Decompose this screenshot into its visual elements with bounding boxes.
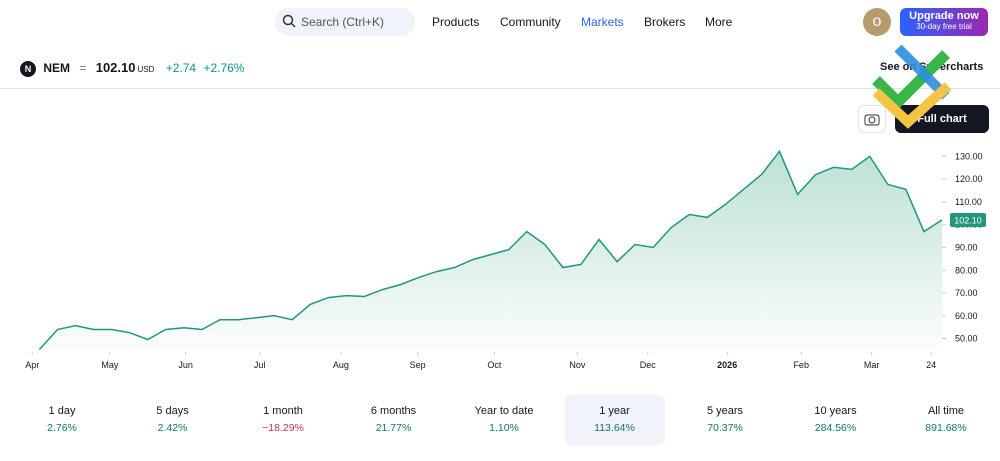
period-change: 21.77% bbox=[375, 422, 412, 434]
period-name: 6 months bbox=[370, 405, 417, 417]
search-placeholder: Search (Ctrl+K) bbox=[301, 15, 385, 29]
snapshot-button[interactable] bbox=[858, 105, 886, 133]
period-change: 1.10% bbox=[489, 422, 519, 434]
price-line bbox=[38, 149, 943, 351]
period-name: 1 year bbox=[599, 405, 630, 417]
period-change: 70.37% bbox=[707, 422, 743, 434]
x-tick-label: Mar bbox=[864, 360, 880, 370]
x-tick-label: Apr bbox=[25, 360, 39, 370]
camera-icon bbox=[864, 114, 880, 126]
period-name: 1 day bbox=[48, 405, 76, 417]
x-tick-label: Jun bbox=[178, 360, 193, 370]
y-tick-label: 130.00 bbox=[955, 151, 983, 161]
y-tick-label: 60.00 bbox=[955, 311, 978, 321]
period-name: 10 years bbox=[814, 405, 857, 417]
ticker-bar: N NEM = 102.10 USD +2.74 +2.76% bbox=[20, 60, 244, 77]
area bbox=[39, 151, 942, 350]
ticker-logo: N bbox=[20, 60, 36, 77]
price: 102.10 bbox=[95, 60, 136, 75]
period-change: 2.76% bbox=[47, 422, 77, 434]
period-change: −18.29% bbox=[262, 422, 304, 434]
period-tab[interactable]: 6 months 21.77% bbox=[344, 395, 444, 445]
period-name: All time bbox=[927, 405, 965, 417]
period-tab[interactable]: 5 days 2.42% bbox=[123, 395, 223, 445]
change: +2.74 bbox=[165, 61, 197, 75]
period-tab[interactable]: 1 day 2.76% bbox=[12, 395, 112, 445]
nav-item[interactable]: Markets bbox=[581, 15, 624, 29]
y-tick-label: 70.00 bbox=[955, 288, 978, 298]
nav-item[interactable]: More bbox=[705, 15, 733, 29]
period-name: Year to date bbox=[474, 405, 534, 417]
nav-item[interactable]: Products bbox=[432, 15, 480, 29]
y-tick-label: 90.00 bbox=[955, 243, 978, 253]
period-change: 2.42% bbox=[157, 422, 188, 434]
period-name: 5 days bbox=[156, 405, 189, 417]
x-tick-label: Aug bbox=[333, 360, 349, 370]
period-name: 5 years bbox=[706, 405, 744, 417]
search-box[interactable]: Search (Ctrl+K) bbox=[275, 8, 415, 36]
last-price-box bbox=[950, 212, 986, 227]
x-tick-label: Dec bbox=[640, 360, 657, 370]
x-tick-label: 2026 bbox=[717, 360, 737, 370]
period-tab[interactable]: 10 years 284.56% bbox=[786, 395, 886, 445]
period-tab[interactable]: 5 years 70.37% bbox=[675, 395, 775, 445]
y-tick-label: 120.00 bbox=[955, 174, 983, 184]
period-tab[interactable]: Year to date 1.10% bbox=[454, 395, 554, 445]
period-name: 1 month bbox=[263, 405, 303, 417]
separator bbox=[0, 88, 1000, 89]
nav-item[interactable]: Community bbox=[500, 15, 561, 29]
period-change: 284.56% bbox=[814, 422, 857, 434]
period-change: 891.68% bbox=[925, 422, 967, 434]
avatar[interactable]: o bbox=[863, 8, 891, 36]
y-tick-label: 80.00 bbox=[955, 265, 978, 275]
symbol: NEM bbox=[43, 61, 71, 75]
x-tick-label: Feb bbox=[793, 360, 809, 370]
x-tick-label: Jul bbox=[254, 360, 266, 370]
nav-item[interactable]: Brokers bbox=[644, 15, 686, 29]
period-change: 113.64% bbox=[594, 422, 635, 434]
period-tab[interactable]: All time 891.68% bbox=[896, 395, 996, 445]
upgrade-text: Upgrade now bbox=[909, 10, 979, 22]
period-tab[interactable]: 1 year 113.64% bbox=[564, 395, 665, 445]
currency: USD bbox=[137, 65, 155, 74]
trial-text: 30-day free trial bbox=[916, 22, 972, 31]
search-icon bbox=[282, 14, 296, 28]
chart: 50.0060.0070.0080.0090.00100.00110.00120… bbox=[25, 149, 986, 370]
x-tick-label: Sep bbox=[410, 360, 426, 370]
upgrade-button[interactable]: Upgrade now 30-day free trial bbox=[900, 8, 988, 36]
x-tick-label: 24 bbox=[926, 360, 936, 370]
y-tick-label: 110.00 bbox=[955, 197, 982, 207]
x-tick-label: Nov bbox=[569, 360, 586, 370]
y-tick-label: 50.00 bbox=[955, 334, 978, 344]
change-pct: +2.76% bbox=[203, 61, 245, 75]
x-tick-label: May bbox=[101, 360, 119, 370]
watermark-logo bbox=[872, 44, 952, 129]
x-tick-label: Oct bbox=[487, 360, 502, 370]
period-tab[interactable]: 1 month −18.29% bbox=[233, 395, 333, 445]
last-price-label: 102.10 bbox=[954, 215, 982, 225]
